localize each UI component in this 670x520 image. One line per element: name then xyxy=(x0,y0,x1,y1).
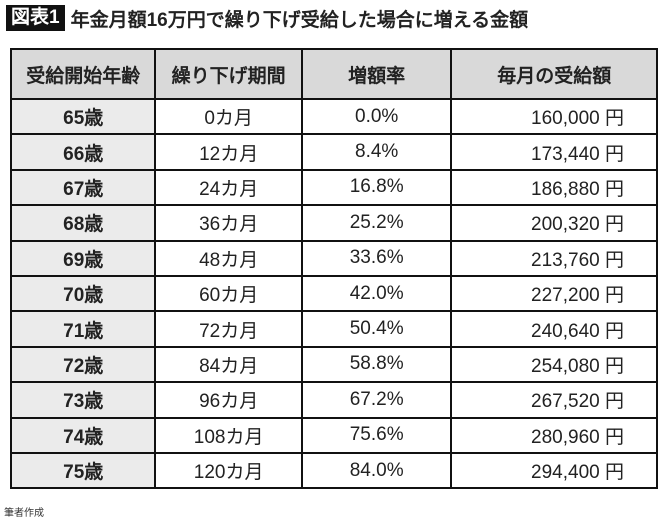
table-cell: 74歳 xyxy=(9,416,157,454)
table-cell: 200,320 円 xyxy=(450,204,658,242)
table-cell: 69歳 xyxy=(9,239,157,277)
table-cell: 160,000 円 xyxy=(450,97,658,136)
table-row: 66歳 12カ月 8.4% 173,440 円 xyxy=(9,133,658,171)
table-row: 73歳 96カ月 67.2% 267,520 円 xyxy=(9,381,658,419)
table-cell: 267,520 円 xyxy=(450,381,658,419)
table-cell: 33.6% xyxy=(300,239,453,277)
header: 図表1 年金月額16万円で繰り下げ受給した場合に増える金額 xyxy=(6,5,528,31)
table-cell: 0.0% xyxy=(300,97,453,136)
table-cell: 108カ月 xyxy=(154,416,303,454)
table-cell: 120カ月 xyxy=(154,451,303,490)
table-cell: 65歳 xyxy=(9,97,157,136)
title: 年金月額16万円で繰り下げ受給した場合に増える金額 xyxy=(70,9,529,31)
table-cell: 280,960 円 xyxy=(450,416,658,454)
table-cell: 72歳 xyxy=(9,345,157,384)
table-cell: 42.0% xyxy=(300,274,453,313)
table-row: 65歳 0カ月 0.0% 160,000 円 xyxy=(9,97,658,136)
figure-label: 図表1 xyxy=(6,5,65,31)
table-cell: 227,200 円 xyxy=(450,274,658,313)
column-header: 受給開始年齢 xyxy=(9,48,157,100)
source: 筆者作成 xyxy=(4,508,44,519)
table-row: 69歳 48カ月 33.6% 213,760 円 xyxy=(9,239,658,277)
table-cell: 71歳 xyxy=(9,310,157,348)
table-cell: 84.0% xyxy=(300,451,453,490)
table-row: 71歳 72カ月 50.4% 240,640 円 xyxy=(9,310,658,348)
table-row: 70歳 60カ月 42.0% 227,200 円 xyxy=(9,274,658,313)
table-row: 74歳 108カ月 75.6% 280,960 円 xyxy=(9,416,658,454)
table-cell: 50.4% xyxy=(300,310,453,348)
table-cell: 48カ月 xyxy=(154,239,303,277)
table-row: 72歳 84カ月 58.8% 254,080 円 xyxy=(9,345,658,384)
table-cell: 73歳 xyxy=(9,381,157,419)
table-cell: 84カ月 xyxy=(154,345,303,384)
table-cell: 68歳 xyxy=(9,204,157,242)
column-header: 繰り下げ期間 xyxy=(154,48,303,100)
table-cell: 213,760 円 xyxy=(450,239,658,277)
table-cell: 75歳 xyxy=(9,451,157,490)
table-cell: 294,400 円 xyxy=(450,451,658,490)
table-cell: 96カ月 xyxy=(154,381,303,419)
table-cell: 24カ月 xyxy=(154,168,303,207)
table-row: 68歳 36カ月 25.2% 200,320 円 xyxy=(9,204,658,242)
table-cell: 16.8% xyxy=(300,168,453,207)
table-cell: 8.4% xyxy=(300,133,453,171)
table-cell: 186,880 円 xyxy=(450,168,658,207)
table-cell: 70歳 xyxy=(9,274,157,313)
table-cell: 240,640 円 xyxy=(450,310,658,348)
table: 受給開始年齢 繰り下げ期間 増額率 毎月の受給額 65歳 0カ月 0.0% 160,000 … xyxy=(9,48,658,490)
table-cell: 60カ月 xyxy=(154,274,303,313)
table-cell: 72カ月 xyxy=(154,310,303,348)
header-row: 受給開始年齢 繰り下げ期間 増額率 毎月の受給額 xyxy=(9,48,658,100)
table-cell: 67.2% xyxy=(300,381,453,419)
table-cell: 36カ月 xyxy=(154,204,303,242)
table-cell: 58.8% xyxy=(300,345,453,384)
table-cell: 66歳 xyxy=(9,133,157,171)
table-cell: 67歳 xyxy=(9,168,157,207)
column-header: 増額率 xyxy=(300,48,453,100)
column-header: 毎月の受給額 xyxy=(450,48,658,100)
table-cell: 0カ月 xyxy=(154,97,303,136)
table-cell: 254,080 円 xyxy=(450,345,658,384)
table-row: 67歳 24カ月 16.8% 186,880 円 xyxy=(9,168,658,207)
table-row: 75歳 120カ月 84.0% 294,400 円 xyxy=(9,451,658,490)
table-cell: 173,440 円 xyxy=(450,133,658,171)
table-cell: 25.2% xyxy=(300,204,453,242)
table-cell: 75.6% xyxy=(300,416,453,454)
table-cell: 12カ月 xyxy=(154,133,303,171)
